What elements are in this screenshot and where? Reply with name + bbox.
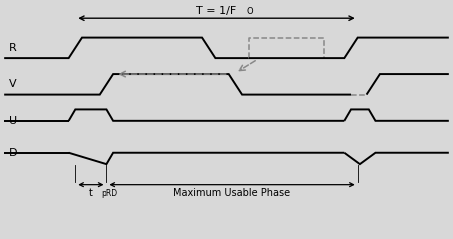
Text: R: R	[9, 43, 16, 53]
Text: t: t	[89, 188, 93, 198]
Text: T = 1/F: T = 1/F	[196, 6, 236, 16]
Text: D: D	[9, 148, 17, 158]
Text: V: V	[9, 79, 16, 89]
Text: pRD: pRD	[101, 189, 117, 198]
Text: U: U	[9, 116, 17, 126]
Text: O: O	[246, 7, 253, 16]
Text: Maximum Usable Phase: Maximum Usable Phase	[173, 188, 291, 198]
